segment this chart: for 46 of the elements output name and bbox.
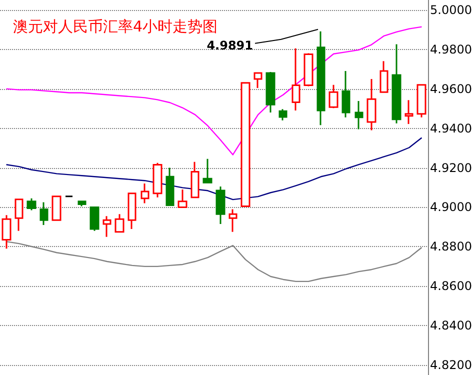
y-tick-label: 4.8800 — [430, 240, 472, 254]
y-tick-label: 4.9200 — [430, 160, 472, 175]
y-tick-label: 4.9600 — [430, 82, 472, 96]
y-tick-label: 4.8600 — [430, 279, 472, 294]
candlestick — [14, 198, 24, 232]
candlestick — [416, 84, 426, 118]
candlestick — [354, 100, 364, 130]
candlestick — [114, 213, 124, 233]
y-tick-label: 4.9000 — [430, 200, 472, 214]
candlestick — [190, 161, 200, 198]
candlestick — [404, 99, 414, 125]
candlestick — [328, 84, 338, 109]
y-tick-label: 4.8200 — [430, 358, 472, 372]
candlestick — [380, 60, 388, 93]
candlestick — [140, 182, 150, 204]
candlestick — [102, 215, 112, 238]
candlestick — [342, 70, 350, 118]
candlestick — [240, 82, 250, 207]
y-tick-label: 4.9400 — [430, 121, 472, 136]
candlestick — [254, 72, 262, 89]
line-series — [6, 137, 422, 200]
text: 澳元对人民币汇率4小时走势图 — [13, 18, 218, 36]
candlestick — [90, 206, 100, 232]
candlestick — [216, 186, 226, 225]
y-tick-label: 4.9800 — [430, 42, 472, 56]
candlestick — [316, 30, 326, 126]
candlestick — [228, 208, 238, 233]
annotation: 4.9891 — [206, 38, 254, 52]
candlestick — [26, 198, 36, 211]
candlestick — [266, 71, 276, 114]
candlestick — [178, 188, 188, 208]
candlestick — [202, 158, 212, 184]
candlestick — [52, 196, 62, 221]
candlestick — [152, 162, 162, 198]
candlestick — [366, 78, 376, 132]
candlestick — [2, 214, 12, 250]
y-tick-label: 5.0000 — [430, 2, 472, 17]
candlestick — [128, 192, 136, 230]
candlestick — [40, 202, 48, 226]
candlestick — [78, 200, 86, 207]
candlestick — [278, 108, 288, 122]
candlestick — [292, 48, 300, 112]
candlestick — [392, 43, 402, 124]
candlestick — [304, 52, 314, 87]
y-tick-label: 4.8400 — [430, 318, 472, 333]
candlestick — [166, 167, 174, 206]
